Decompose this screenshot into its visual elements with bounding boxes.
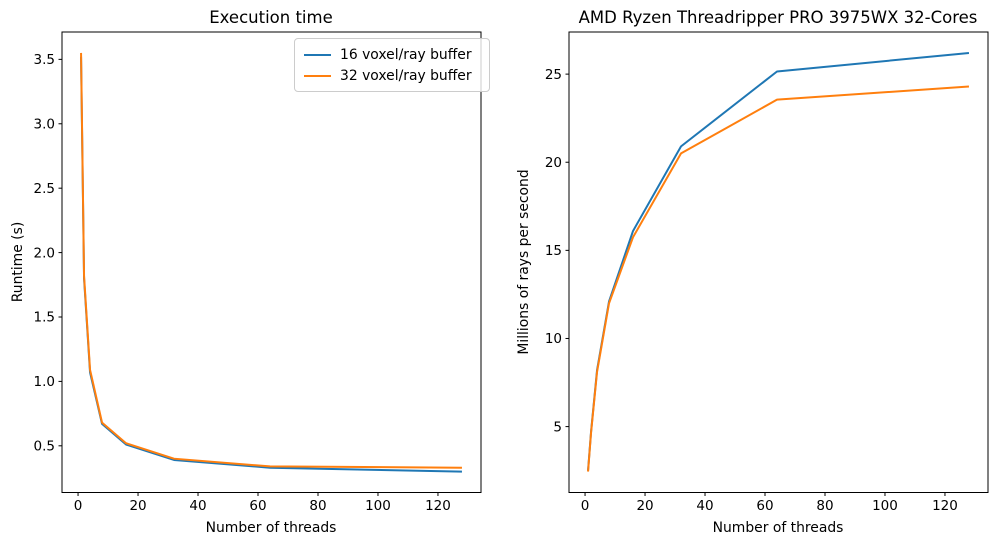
x-tick-label: 100 — [872, 498, 898, 514]
legend-label: 16 voxel/ray buffer — [340, 46, 472, 63]
y-tick-label: 15 — [545, 243, 562, 259]
series-line-32-voxel-ray-buffer — [80, 52, 462, 469]
right-plot-ylabel: Millions of rays per second — [516, 169, 532, 355]
x-tick-label: 60 — [756, 498, 773, 514]
axes-border — [568, 31, 989, 493]
y-tick-label: 1.5 — [34, 310, 55, 326]
y-tick-label: 3.0 — [34, 116, 55, 132]
x-tick-label: 40 — [696, 498, 713, 514]
x-tick-label: 60 — [249, 498, 266, 514]
x-tick-label: 120 — [425, 498, 451, 514]
y-tick-label: 2.0 — [34, 245, 55, 261]
x-tick-label: 100 — [365, 498, 391, 514]
x-tick-label: 120 — [932, 498, 958, 514]
series-line-32-voxel-ray-buffer — [587, 85, 970, 472]
x-tick-label: 80 — [309, 498, 326, 514]
left-plot-xlabel: Number of threads — [205, 520, 337, 536]
x-tick-label: 0 — [581, 498, 590, 514]
axes-border — [61, 31, 482, 493]
y-tick-label: 1.0 — [34, 374, 55, 390]
series-line-16-voxel-ray-buffer — [80, 56, 462, 473]
x-tick-label: 80 — [816, 498, 833, 514]
y-tick-label: 5 — [553, 419, 562, 435]
x-tick-label: 20 — [129, 498, 146, 514]
left-plot-title: Execution time — [209, 8, 333, 27]
y-tick-label: 0.5 — [34, 439, 55, 455]
right-plot-title: AMD Ryzen Threadripper PRO 3975WX 32-Cor… — [578, 8, 978, 27]
legend-label: 32 voxel/ray buffer — [340, 67, 472, 84]
y-tick-label: 25 — [545, 67, 562, 83]
left-plot-ylabel: Runtime (s) — [10, 221, 26, 303]
legend-line-sample-blue — [304, 53, 331, 56]
y-tick-label: 20 — [545, 155, 562, 171]
series-line-16-voxel-ray-buffer — [587, 51, 970, 471]
y-tick-label: 3.5 — [34, 52, 55, 68]
x-tick-label: 0 — [74, 498, 83, 514]
legend-line-sample-orange — [304, 74, 331, 77]
legend-row: 16 voxel/ray buffer — [304, 44, 482, 65]
y-tick-label: 2.5 — [34, 181, 55, 197]
x-tick-label: 20 — [636, 498, 653, 514]
legend-row: 32 voxel/ray buffer — [304, 65, 482, 86]
y-tick-label: 10 — [545, 331, 562, 347]
right-plot-xlabel: Number of threads — [712, 520, 844, 536]
x-tick-label: 40 — [189, 498, 206, 514]
legend: 16 voxel/ray buffer 32 voxel/ray buffer — [294, 38, 490, 92]
